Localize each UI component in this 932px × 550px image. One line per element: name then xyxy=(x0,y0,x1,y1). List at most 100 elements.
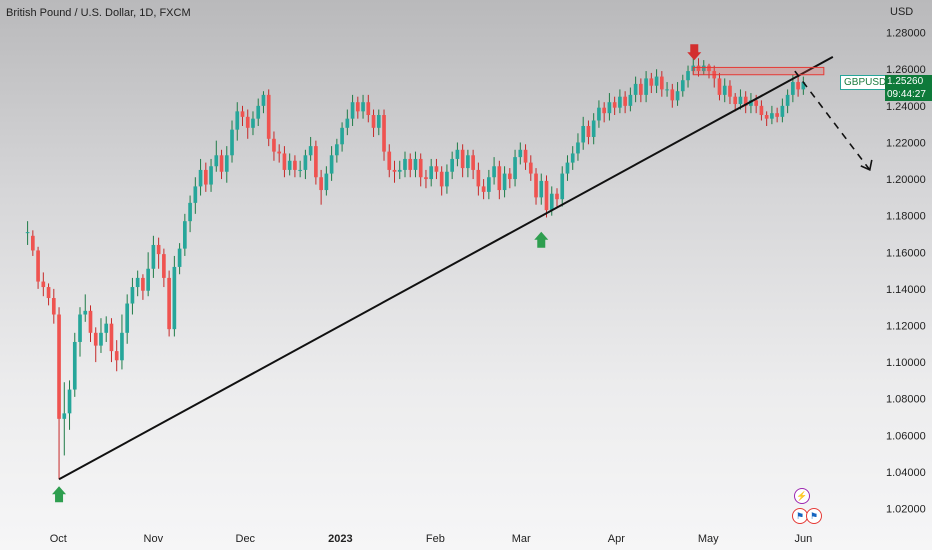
candle-body xyxy=(455,149,460,159)
y-tick-label: 1.02000 xyxy=(886,504,926,516)
candle-body xyxy=(272,138,276,152)
candle-body xyxy=(266,94,271,139)
candle-body xyxy=(628,94,633,106)
candle-body xyxy=(749,100,753,106)
candle-body xyxy=(659,76,664,90)
candle-body xyxy=(607,102,612,114)
candle-body xyxy=(450,158,454,172)
candle-body xyxy=(366,102,371,116)
countdown-tag: 09:44:27 xyxy=(885,88,932,101)
chart-title: British Pound / U.S. Dollar, 1D, FXCM xyxy=(6,7,191,19)
candle-body xyxy=(251,118,255,128)
candle-body xyxy=(193,186,198,203)
candle-body xyxy=(560,173,565,200)
candle-body xyxy=(62,413,67,419)
candle-body xyxy=(345,118,350,128)
candle-body xyxy=(466,155,470,169)
resistance-zone xyxy=(692,66,825,76)
candle-body xyxy=(36,250,40,282)
y-tick-label: 1.14000 xyxy=(886,284,926,296)
candle-body xyxy=(156,244,161,255)
candle-body xyxy=(314,146,318,178)
y-axis: USD 1.28000 1.26000 1.24000 1.22000 1.20000 1.… xyxy=(886,6,926,516)
x-tick-label: Apr xyxy=(608,533,625,545)
candle-body xyxy=(539,180,544,198)
candle-body xyxy=(403,158,407,170)
buy-arrow-icon xyxy=(534,231,549,248)
candle-body xyxy=(78,314,82,342)
candle-body xyxy=(639,83,643,95)
candle-body xyxy=(492,166,496,178)
candle-body xyxy=(623,96,627,106)
candle-body xyxy=(434,166,439,172)
candle-body xyxy=(240,111,245,117)
candle-body xyxy=(83,310,88,315)
y-tick-label: 1.10000 xyxy=(886,357,926,369)
candle-body xyxy=(764,115,769,119)
candle-body xyxy=(350,102,355,119)
candle-body xyxy=(507,173,512,180)
candle-body xyxy=(387,151,392,170)
candle-body xyxy=(707,65,711,72)
candle-body xyxy=(324,173,329,191)
candle-body xyxy=(340,127,344,145)
candle-body xyxy=(701,65,706,72)
projection-arrowhead xyxy=(860,159,873,172)
candle-body xyxy=(224,155,229,172)
candle-body xyxy=(597,107,601,121)
candle-body xyxy=(203,169,208,185)
x-axis: Oct Nov Dec 2023 Feb Mar Apr May Jun xyxy=(50,533,813,545)
candles xyxy=(25,54,806,480)
candle-body xyxy=(282,153,287,170)
candle-body xyxy=(670,89,675,101)
candle-body xyxy=(481,186,486,192)
candle-body xyxy=(392,169,397,172)
candle-body xyxy=(298,169,302,171)
y-tick-label: 1.28000 xyxy=(886,28,926,40)
candle-body xyxy=(775,113,779,117)
candle-body xyxy=(93,332,98,346)
x-tick-label: Oct xyxy=(50,533,67,545)
x-tick-label: 2023 xyxy=(328,533,352,545)
candle-body xyxy=(439,171,444,187)
x-tick-label: Dec xyxy=(236,533,256,545)
uk-flag-icon[interactable]: ⚑ xyxy=(806,508,822,524)
candle-body xyxy=(120,332,124,361)
x-tick-label: Feb xyxy=(426,533,445,545)
candle-body xyxy=(293,160,297,170)
candle-body xyxy=(487,177,491,192)
candle-body xyxy=(230,129,234,156)
y-tick-label: 1.20000 xyxy=(886,174,926,186)
candle-body xyxy=(738,96,743,105)
candle-body xyxy=(680,80,685,92)
last-price-tag: 1.25260 xyxy=(885,75,932,88)
candle-body xyxy=(219,155,224,172)
candle-body xyxy=(759,105,764,116)
candle-body xyxy=(424,177,428,180)
candle-body xyxy=(743,96,748,106)
candle-body xyxy=(654,76,659,86)
candle-body xyxy=(476,169,481,187)
candle-body xyxy=(109,323,114,352)
candle-body xyxy=(198,169,203,187)
x-tick-label: Jun xyxy=(794,533,812,545)
candle-body xyxy=(717,78,722,95)
symbol-tag: GBPUSD xyxy=(840,75,891,90)
candle-body xyxy=(146,268,150,291)
candle-body xyxy=(460,149,465,169)
candle-body xyxy=(114,351,119,361)
candle-body xyxy=(41,281,46,288)
candle-body xyxy=(555,193,559,200)
y-tick-label: 1.16000 xyxy=(886,247,926,259)
candle-body xyxy=(177,248,182,267)
y-tick-label: 1.04000 xyxy=(886,467,926,479)
candle-body xyxy=(382,115,386,152)
candle-body xyxy=(675,91,680,101)
candle-body xyxy=(162,254,166,278)
bolt-icon[interactable]: ⚡ xyxy=(794,488,810,504)
candle-body xyxy=(513,157,517,180)
y-tick-label: 1.08000 xyxy=(886,394,926,406)
candle-body xyxy=(99,332,103,346)
